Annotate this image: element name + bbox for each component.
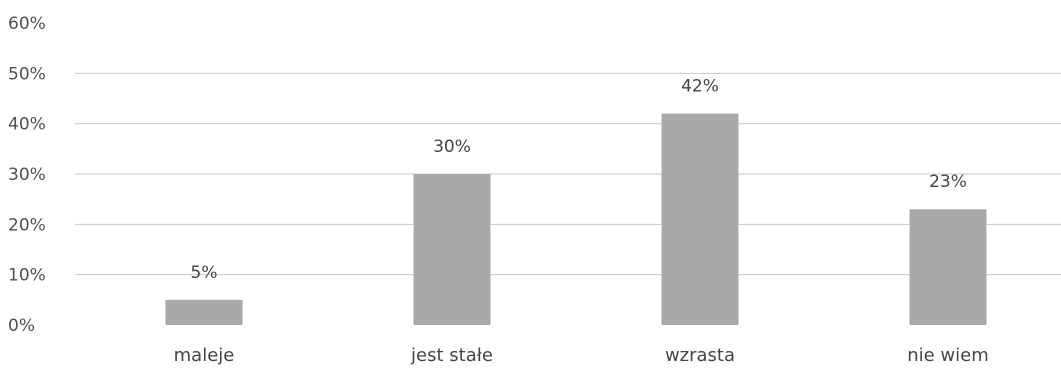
data-label: 42% [681, 77, 719, 97]
y-tick-label: 30% [8, 165, 46, 185]
y-tick-label: 60% [8, 14, 46, 34]
bar-jest-stałe [413, 174, 491, 325]
category-label: maleje [174, 345, 235, 366]
category-label: nie wiem [907, 345, 989, 366]
data-label: 23% [929, 172, 967, 192]
bar-maleje [165, 299, 243, 325]
y-tick-label: 40% [8, 115, 46, 135]
y-tick-label: 20% [8, 215, 46, 235]
data-label: 5% [191, 263, 218, 283]
bar-wzrasta [661, 113, 739, 325]
data-label: 30% [433, 137, 471, 157]
y-axis-tick-labels: 0% 10% 20% 30% 40% 50% 60% [8, 14, 46, 336]
bar-nie-wiem [909, 209, 987, 325]
y-tick-label: 10% [8, 266, 46, 286]
bars [165, 113, 987, 325]
category-label: wzrasta [665, 345, 735, 366]
x-axis-category-labels: maleje jest stałe wzrasta nie wiem [174, 345, 989, 366]
y-tick-label: 0% [8, 316, 35, 336]
y-tick-label: 50% [8, 64, 46, 84]
category-label: jest stałe [410, 345, 493, 366]
gridlines [75, 72, 1061, 276]
data-labels: 5% 30% 42% 23% [191, 77, 967, 283]
